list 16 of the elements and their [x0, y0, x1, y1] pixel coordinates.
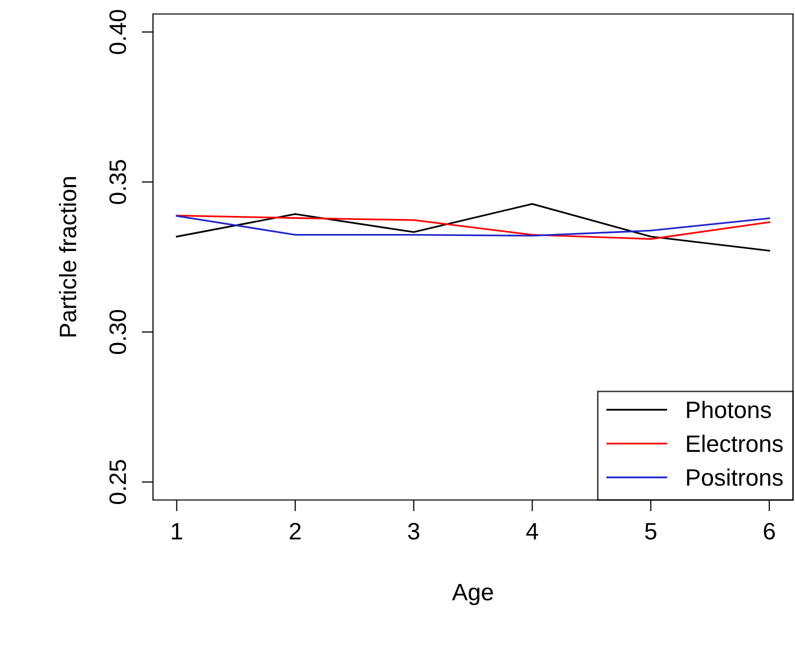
x-tick-label: 4 [526, 523, 538, 540]
x-tick-label: 6 [764, 522, 775, 540]
x-tick-label: 1 [172, 523, 182, 540]
x-tick-label: 2 [290, 522, 301, 540]
legend-label: Positrons [687, 468, 783, 486]
x-tick-label: 5 [645, 523, 656, 540]
y-tick-label: 0.40 [109, 10, 126, 54]
y-tick-label: 0.25 [109, 460, 126, 504]
legend-label: Electrons [687, 434, 783, 452]
y-axis-title: Particle fraction [58, 177, 76, 336]
line-series [176, 203, 770, 252]
y-tick-label: 0.30 [109, 310, 126, 354]
x-tick-label: 3 [408, 522, 420, 540]
y-tick-label: 0.35 [109, 160, 126, 204]
x-axis-title: Age [452, 584, 493, 606]
legend-label: Photons [687, 400, 771, 418]
